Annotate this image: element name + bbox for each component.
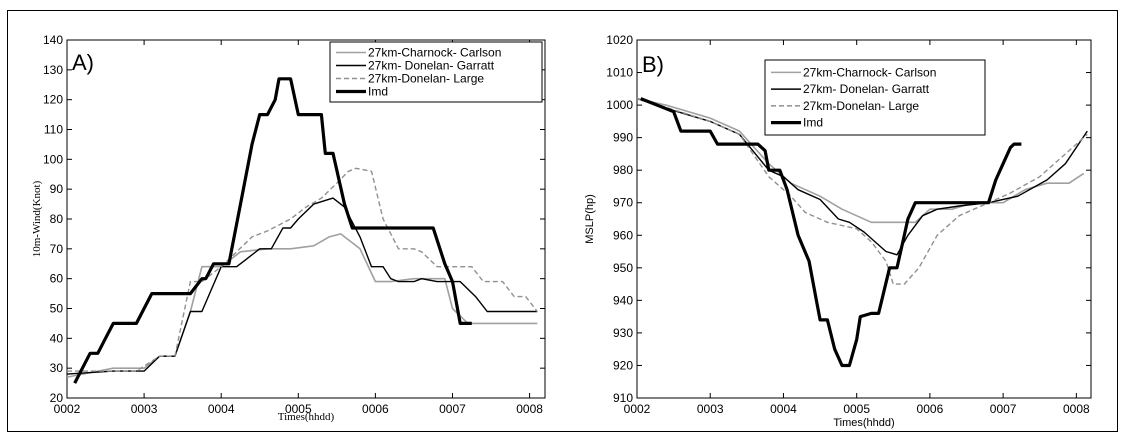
panel-b: 910 920 930 940 950 960 970 980 990 1000 1010 1020 0… xyxy=(584,33,1092,429)
y-tick-label: 940 xyxy=(613,293,633,307)
y-tick-label: 90 xyxy=(50,182,64,196)
legend-label: 27km-Charnock- Carlson xyxy=(368,46,501,60)
panel-letter: A) xyxy=(72,50,94,75)
y-tick-label: 130 xyxy=(43,63,63,77)
legend-label: Imd xyxy=(368,85,388,99)
series-line xyxy=(636,97,1088,256)
y-tick-label: 20 xyxy=(50,391,64,405)
panel-a: 20 30 40 50 60 70 80 90 100 110 120 130 140 0002 0003 0… xyxy=(31,33,546,423)
x-tick-label: 0006 xyxy=(362,402,389,416)
y-tick-label: 930 xyxy=(613,326,633,340)
y-tick-label: 990 xyxy=(613,131,633,145)
figure-frame xyxy=(7,10,1118,432)
y-tick-label: 120 xyxy=(43,93,63,107)
x-tick-label: 0008 xyxy=(516,402,543,416)
x-tick-label: 0004 xyxy=(770,402,797,416)
plot-area-frame xyxy=(636,39,1092,399)
x-tick-label: 0004 xyxy=(208,402,235,416)
legend: 27km-Charnock- Carlson 27km- Donelan- Gar… xyxy=(764,59,986,136)
y-tick-label: 950 xyxy=(613,261,633,275)
y-tick-label: 980 xyxy=(613,163,633,177)
panel-letter: B) xyxy=(642,52,664,77)
legend-label: Imd xyxy=(803,116,823,130)
y-tick-label: 60 xyxy=(50,272,64,286)
legend-box xyxy=(764,59,986,136)
legend-label: 27km- Donelan- Garratt xyxy=(803,82,930,96)
x-tick-label: 0006 xyxy=(917,402,944,416)
series-line xyxy=(636,97,1085,224)
x-axis-label: Times(hhdd) xyxy=(278,411,335,423)
series-line xyxy=(66,197,538,375)
y-tick-label: 40 xyxy=(50,331,64,345)
x-tick-label: 0005 xyxy=(285,402,312,416)
series-line xyxy=(640,97,1022,368)
y-tick-label: 100 xyxy=(43,152,63,166)
y-tick-label: 1010 xyxy=(606,66,633,80)
legend-label: 27km- Donelan- Garratt xyxy=(368,59,495,73)
x-tick-label: 0008 xyxy=(1063,402,1090,416)
series-line xyxy=(67,167,538,372)
x-tick-label: 0002 xyxy=(54,402,81,416)
x-tick-label: 0003 xyxy=(131,402,158,416)
y-tick-label: 80 xyxy=(50,212,64,226)
y-tick-label: 970 xyxy=(613,196,633,210)
y-tick-label: 30 xyxy=(50,361,64,375)
series-line xyxy=(66,233,538,378)
y-axis-label: 10m-Wind(Knot) xyxy=(31,180,43,257)
legend-label: 27km-Charnock- Carlson xyxy=(803,65,936,79)
x-tick-label: 0007 xyxy=(990,402,1017,416)
x-tick-label: 0003 xyxy=(697,402,724,416)
y-tick-label: 920 xyxy=(613,358,633,372)
y-tick-label: 70 xyxy=(50,242,64,256)
legend-label: 27km-Donelan- Large xyxy=(368,72,484,86)
y-tick-label: 110 xyxy=(44,123,63,137)
series-line xyxy=(73,77,472,384)
y-tick-label: 140 xyxy=(43,33,63,47)
x-tick-label: 0002 xyxy=(624,402,651,416)
y-tick-label: 960 xyxy=(613,228,633,242)
x-axis-label: Times(hhdd) xyxy=(833,417,894,429)
y-tick-label: 50 xyxy=(50,302,64,316)
x-tick-label: 0005 xyxy=(843,402,870,416)
y-axis-label: MSLP(hp) xyxy=(584,194,596,244)
y-tick-label: 1020 xyxy=(606,33,633,47)
legend-label: 27km-Donelan- Large xyxy=(803,99,919,113)
y-tick-label: 910 xyxy=(613,391,633,405)
x-tick-label: 0007 xyxy=(439,402,466,416)
y-tick-label: 1000 xyxy=(606,98,633,112)
